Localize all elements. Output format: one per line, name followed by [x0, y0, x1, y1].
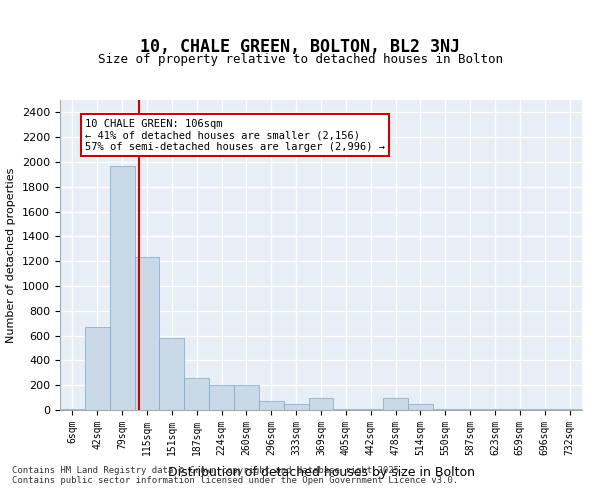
Bar [85, 327, 110, 410]
Bar [160, 338, 184, 410]
Text: 10, CHALE GREEN, BOLTON, BL2 3NJ: 10, CHALE GREEN, BOLTON, BL2 3NJ [140, 38, 460, 56]
Text: Size of property relative to detached houses in Bolton: Size of property relative to detached ho… [97, 52, 503, 66]
X-axis label: Distribution of detached houses by size in Bolton: Distribution of detached houses by size … [167, 466, 475, 479]
Bar [308, 398, 334, 410]
Bar [184, 378, 209, 410]
Bar [458, 409, 482, 410]
Bar [433, 409, 458, 410]
Text: Contains HM Land Registry data © Crown copyright and database right 2025.
Contai: Contains HM Land Registry data © Crown c… [12, 466, 458, 485]
Bar [234, 385, 259, 410]
Bar [284, 404, 308, 410]
Bar [110, 166, 134, 410]
Bar [358, 409, 383, 410]
Bar [334, 409, 358, 410]
Text: 10 CHALE GREEN: 106sqm
← 41% of detached houses are smaller (2,156)
57% of semi-: 10 CHALE GREEN: 106sqm ← 41% of detached… [85, 118, 385, 152]
Bar [134, 258, 160, 410]
Bar [383, 398, 408, 410]
Bar [259, 400, 284, 410]
Bar [209, 385, 234, 410]
Y-axis label: Number of detached properties: Number of detached properties [7, 168, 16, 342]
Bar [408, 404, 433, 410]
